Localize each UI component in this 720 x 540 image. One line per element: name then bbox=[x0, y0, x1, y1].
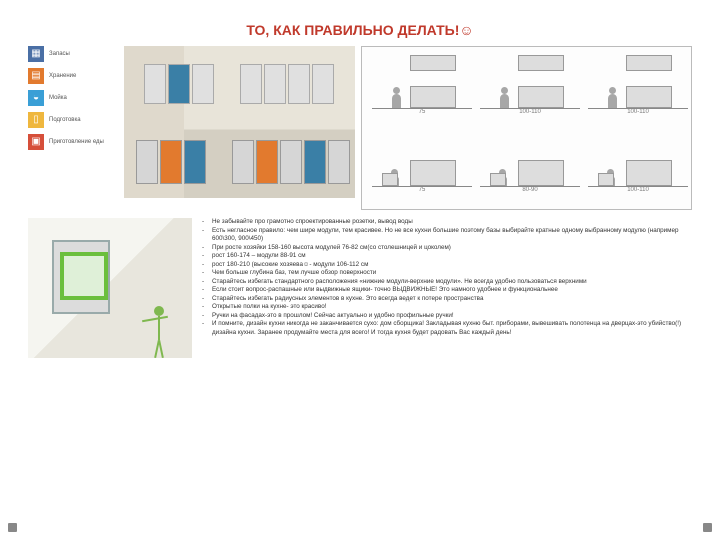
oven-illustration bbox=[28, 218, 192, 358]
bullet-item: - рост 160-174 – модули 88-91 см bbox=[202, 252, 692, 261]
legend-icon-cook: ▣ bbox=[28, 134, 44, 150]
bullet-item: -Чем больше глубина баз, тем лучше обзор… bbox=[202, 269, 692, 278]
bullet-item: -Открытые полки на кухне- это красиво! bbox=[202, 303, 692, 312]
bullet-item: -Старайтесь избегать радиусных элементов… bbox=[202, 295, 692, 304]
bullet-item: -Не забывайте про грамотно спроектирован… bbox=[202, 218, 692, 227]
legend-panel: ▦ Запасы ▤ Хранение ◒ Мойка ▯ Подготовка… bbox=[28, 46, 118, 210]
bullet-item: - рост 180-210 (высокие хозяева☺- модули… bbox=[202, 261, 692, 270]
legend-label: Приготовление еды bbox=[49, 139, 104, 145]
bullet-item: -Старайтесь избегать стандартного распол… bbox=[202, 278, 692, 287]
kitchen-render bbox=[124, 46, 355, 198]
bullet-item: -И помните, дизайн кухни никогда не зака… bbox=[202, 320, 692, 337]
ergonomics-diagram: 75 100-110 100-110 75 bbox=[361, 46, 692, 210]
legend-label: Мойка bbox=[49, 95, 67, 101]
legend-icon-sink: ◒ bbox=[28, 90, 44, 106]
ergo-dim: 100-110 bbox=[480, 109, 580, 115]
legend-icon-keep: ▤ bbox=[28, 68, 44, 84]
bullet-item: -Если стоит вопрос-распашные или выдвижн… bbox=[202, 286, 692, 295]
stick-figure-icon bbox=[154, 306, 164, 340]
ergo-dim: 100-110 bbox=[588, 187, 688, 193]
ergo-dim: 75 bbox=[372, 109, 472, 115]
ergo-dim: 100-110 bbox=[588, 109, 688, 115]
ergo-dim: 75 bbox=[372, 187, 472, 193]
legend-item: ◒ Мойка bbox=[28, 90, 118, 106]
legend-label: Хранение bbox=[49, 73, 76, 79]
page-title: ТО, КАК ПРАВИЛЬНО ДЕЛАТЬ!☺ bbox=[0, 0, 720, 46]
legend-icon-prep: ▯ bbox=[28, 112, 44, 128]
corner-dot-icon bbox=[703, 523, 712, 532]
legend-label: Запасы bbox=[49, 51, 70, 57]
bullet-list: -Не забывайте про грамотно спроектирован… bbox=[202, 218, 692, 358]
bullet-item: -При росте хозяйки 158-160 высота модуле… bbox=[202, 244, 692, 253]
top-row: ▦ Запасы ▤ Хранение ◒ Мойка ▯ Подготовка… bbox=[0, 46, 720, 210]
legend-label: Подготовка bbox=[49, 117, 81, 123]
legend-item: ▤ Хранение bbox=[28, 68, 118, 84]
ergo-dim: 80-90 bbox=[480, 187, 580, 193]
legend-item: ▦ Запасы bbox=[28, 46, 118, 62]
legend-icon-storage: ▦ bbox=[28, 46, 44, 62]
legend-item: ▣ Приготовление еды bbox=[28, 134, 118, 150]
corner-dot-icon bbox=[8, 523, 17, 532]
legend-item: ▯ Подготовка bbox=[28, 112, 118, 128]
bullet-item: -Ручки на фасадах-это в прошлом! Сейчас … bbox=[202, 312, 692, 321]
bottom-row: -Не забывайте про грамотно спроектирован… bbox=[0, 210, 720, 358]
bullet-item: -Есть негласное правило: чем шире модули… bbox=[202, 227, 692, 244]
